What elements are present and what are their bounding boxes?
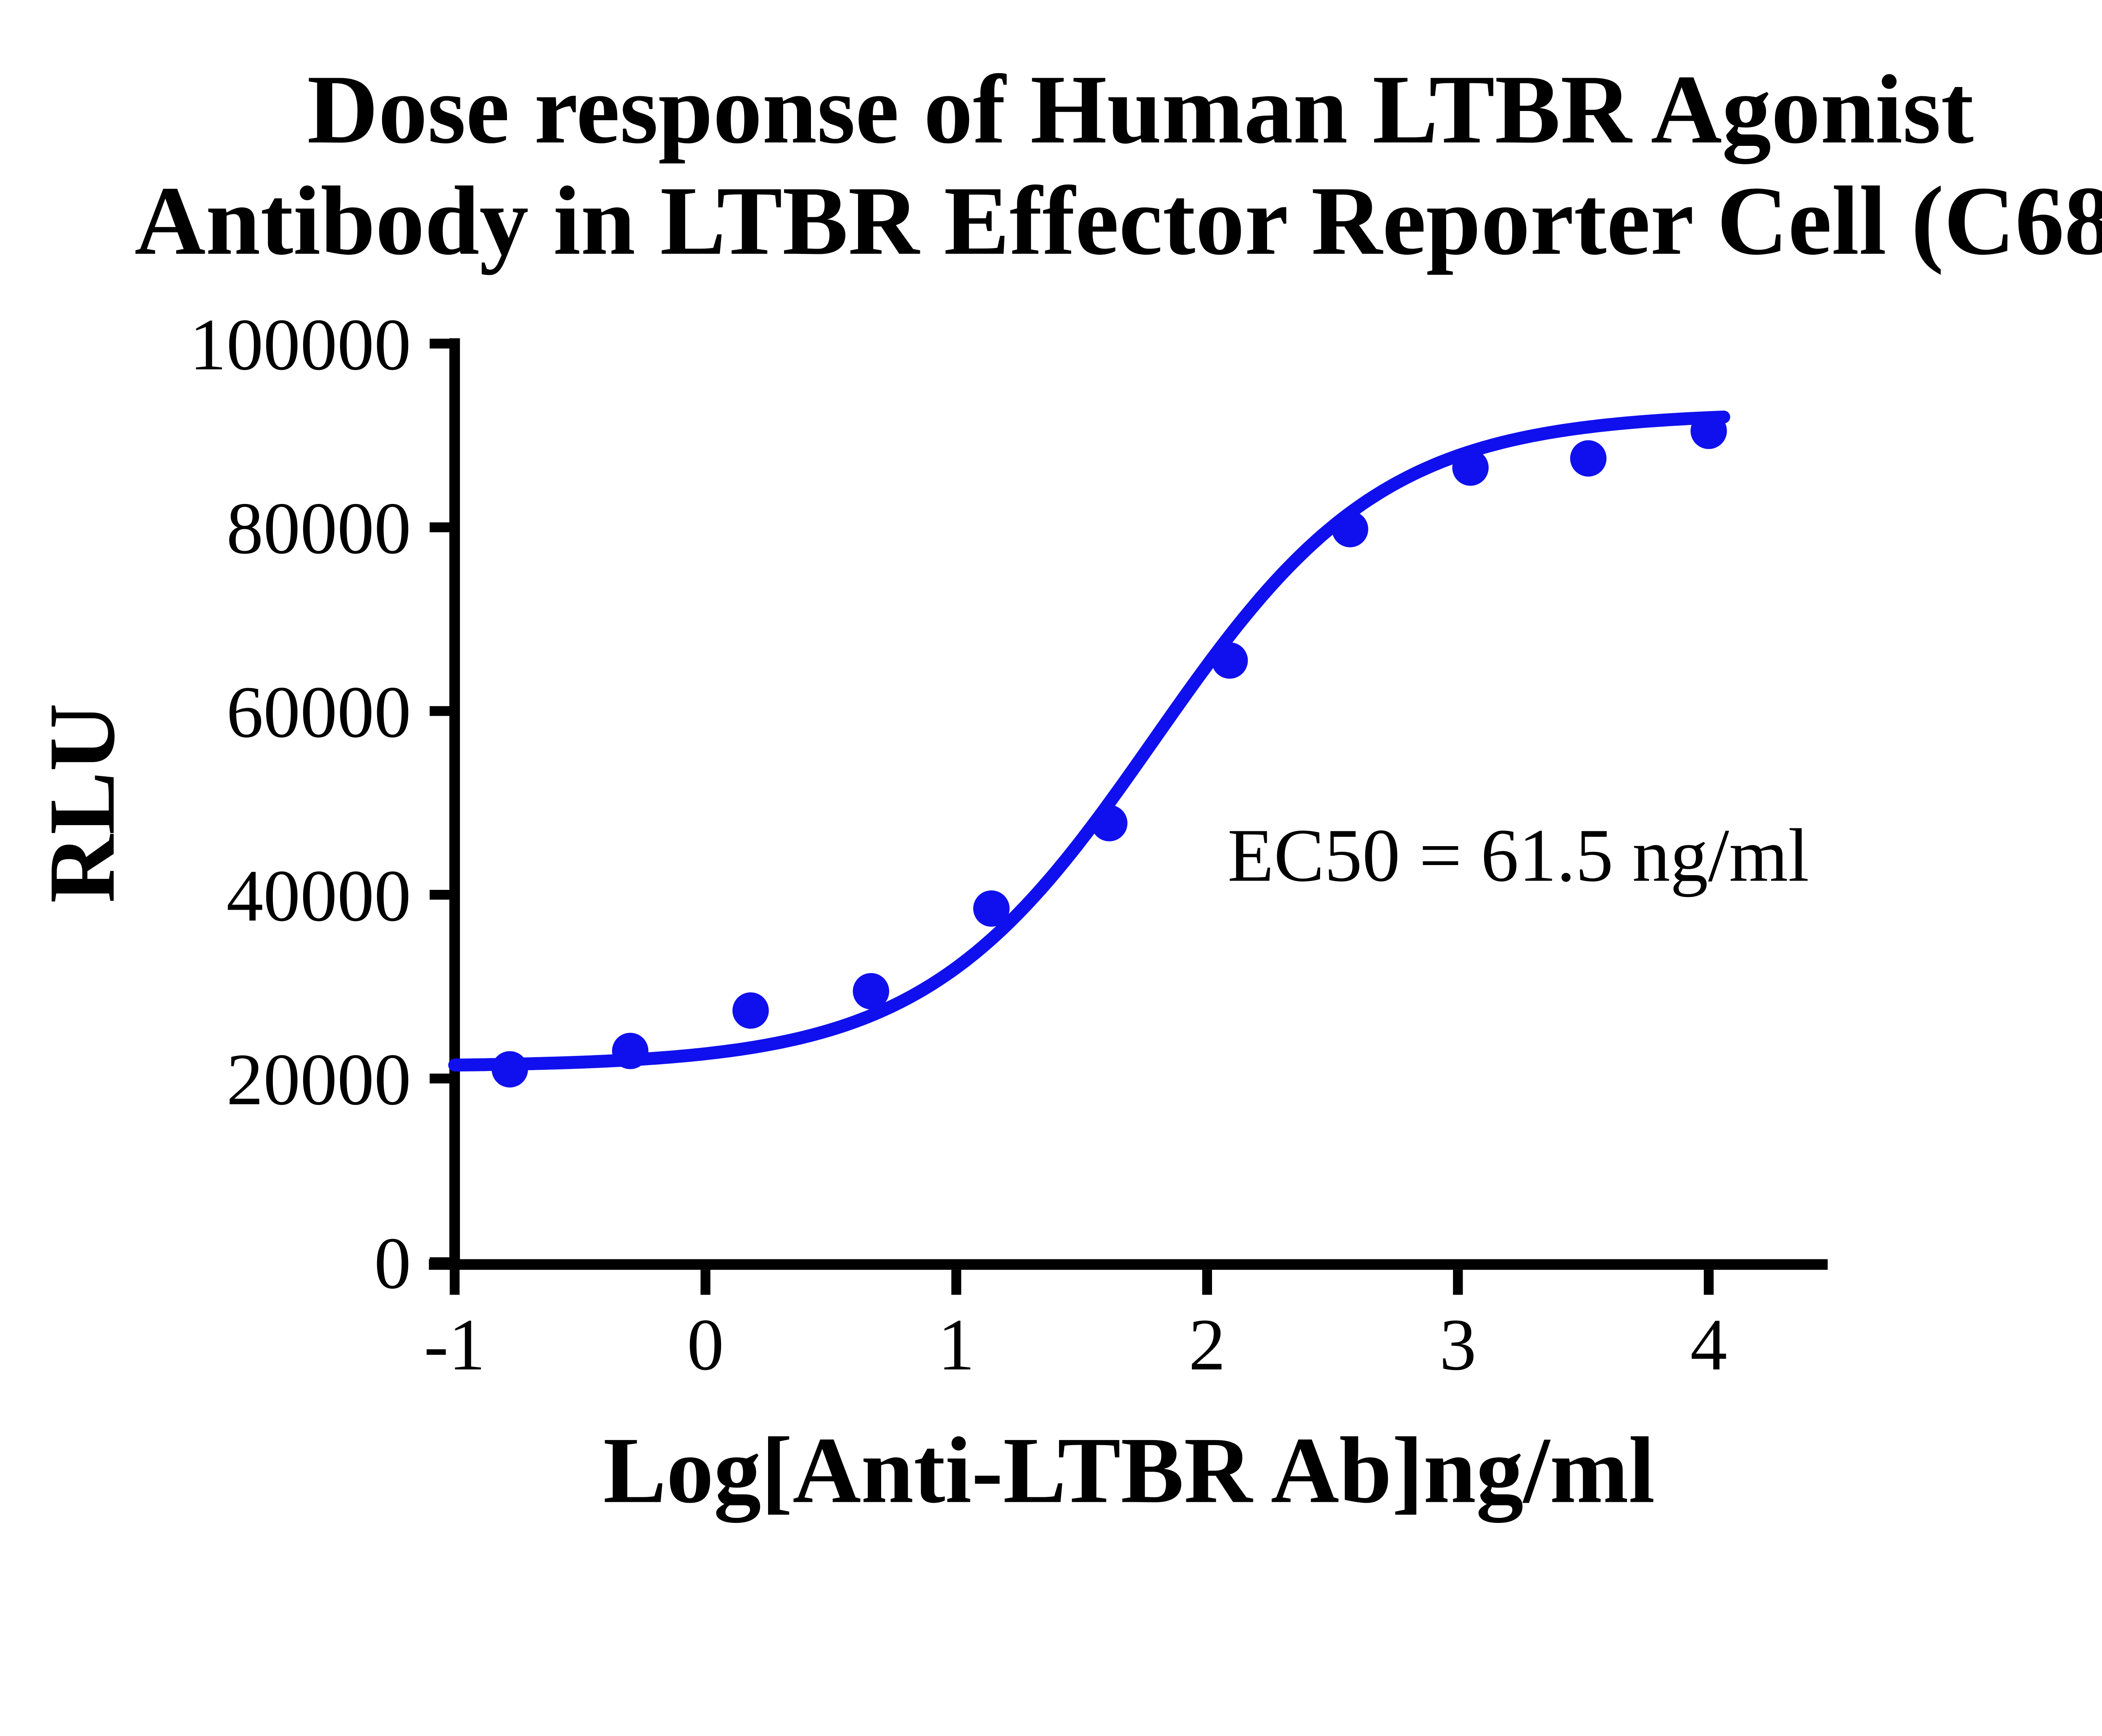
data-point [1332, 511, 1368, 548]
y-tick-label: 0 [374, 1222, 411, 1304]
chart-title: Dose response of Human LTBR Agonist Anti… [135, 55, 2102, 275]
chart-title-line2: Antibody in LTBR Effector Reporter Cell … [135, 166, 2102, 275]
x-tick-label: 3 [1439, 1304, 1476, 1386]
data-point [1690, 412, 1727, 449]
ec50-annotation: EC50 = 61.5 ng/ml [1228, 813, 1809, 897]
x-tick-label: -1 [424, 1304, 485, 1386]
data-point [1570, 440, 1607, 477]
chart-title-line1: Dose response of Human LTBR Agonist [307, 55, 1974, 164]
data-point [1211, 642, 1248, 679]
data-point [1091, 805, 1128, 842]
x-tick-label: 1 [938, 1304, 975, 1386]
data-point [732, 992, 769, 1029]
y-axis-label: RLU [29, 703, 134, 903]
y-tick-label: 20000 [227, 1039, 411, 1121]
y-tick-label: 100000 [190, 304, 411, 386]
x-axis-ticks: -1 0 1 2 3 4 [424, 1269, 1727, 1386]
y-axis-ticks: 0 20000 40000 60000 80000 100000 [190, 304, 455, 1304]
fit-curve [448, 410, 1730, 1072]
data-point [491, 1051, 528, 1088]
x-tick-label: 2 [1188, 1304, 1225, 1386]
data-points [491, 412, 1727, 1088]
data-point [853, 973, 890, 1010]
y-tick-label: 60000 [227, 671, 411, 753]
chart-figure: Dose response of Human LTBR Agonist Anti… [29, 54, 2102, 1523]
y-tick-label: 80000 [227, 488, 411, 570]
data-point [1452, 449, 1489, 486]
x-tick-label: 4 [1690, 1304, 1727, 1386]
x-axis-label: Log[Anti-LTBR Ab]ng/ml [603, 1417, 1655, 1523]
data-point [612, 1033, 649, 1069]
data-point [973, 890, 1010, 927]
dose-response-chart: Dose response of Human LTBR Agonist Anti… [29, 54, 2102, 1523]
y-tick-label: 40000 [227, 855, 411, 937]
x-tick-label: 0 [687, 1304, 724, 1386]
